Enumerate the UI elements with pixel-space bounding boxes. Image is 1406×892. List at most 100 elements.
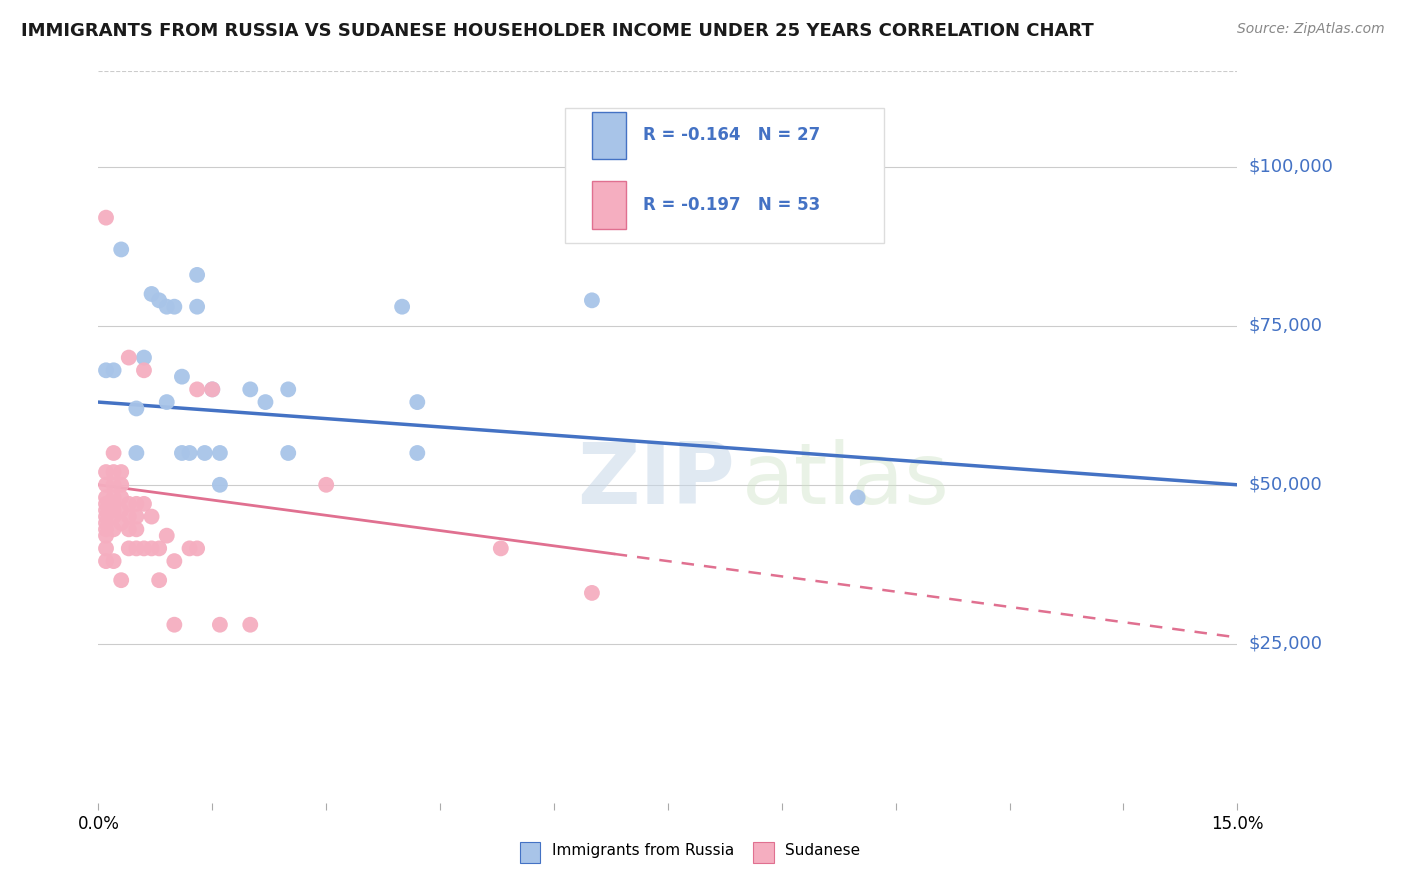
Point bbox=[110, 477, 132, 491]
Point bbox=[110, 465, 132, 479]
Text: atlas: atlas bbox=[742, 440, 950, 523]
Point bbox=[581, 586, 603, 600]
Point bbox=[239, 617, 262, 632]
Point bbox=[277, 383, 299, 397]
Point bbox=[132, 351, 155, 365]
Text: Immigrants from Russia: Immigrants from Russia bbox=[551, 843, 734, 858]
FancyBboxPatch shape bbox=[754, 842, 773, 863]
Point bbox=[163, 617, 186, 632]
Point bbox=[94, 554, 117, 568]
Point bbox=[406, 395, 429, 409]
Text: $50,000: $50,000 bbox=[1249, 475, 1322, 494]
Point bbox=[103, 554, 125, 568]
Point bbox=[103, 497, 125, 511]
Point bbox=[489, 541, 512, 556]
Point bbox=[103, 477, 125, 491]
Point bbox=[94, 529, 117, 543]
Point bbox=[179, 446, 201, 460]
Point bbox=[156, 529, 179, 543]
Text: R = -0.164   N = 27: R = -0.164 N = 27 bbox=[643, 127, 820, 145]
Text: Sudanese: Sudanese bbox=[785, 843, 860, 858]
Point bbox=[103, 491, 125, 505]
Point bbox=[110, 491, 132, 505]
Point bbox=[141, 287, 163, 301]
FancyBboxPatch shape bbox=[592, 181, 626, 228]
Point bbox=[163, 554, 186, 568]
Point bbox=[148, 573, 170, 587]
Point bbox=[201, 383, 224, 397]
Point bbox=[103, 522, 125, 536]
Point bbox=[125, 509, 148, 524]
Point bbox=[103, 446, 125, 460]
Point bbox=[94, 491, 117, 505]
Point bbox=[186, 300, 208, 314]
Point bbox=[170, 369, 193, 384]
Point bbox=[315, 477, 337, 491]
Text: $25,000: $25,000 bbox=[1249, 635, 1323, 653]
Point bbox=[141, 509, 163, 524]
Point bbox=[156, 300, 179, 314]
Point bbox=[94, 516, 117, 530]
Point bbox=[118, 497, 141, 511]
Point bbox=[118, 522, 141, 536]
Point bbox=[132, 497, 155, 511]
Point bbox=[118, 509, 141, 524]
Point bbox=[581, 293, 603, 308]
Point bbox=[148, 541, 170, 556]
Point bbox=[254, 395, 277, 409]
Point bbox=[94, 363, 117, 377]
Point bbox=[103, 509, 125, 524]
Text: IMMIGRANTS FROM RUSSIA VS SUDANESE HOUSEHOLDER INCOME UNDER 25 YEARS CORRELATION: IMMIGRANTS FROM RUSSIA VS SUDANESE HOUSE… bbox=[21, 22, 1094, 40]
Point bbox=[110, 243, 132, 257]
Point bbox=[277, 446, 299, 460]
Point bbox=[94, 541, 117, 556]
Point bbox=[208, 617, 231, 632]
Point bbox=[118, 351, 141, 365]
Point bbox=[846, 491, 869, 505]
Point bbox=[125, 401, 148, 416]
Point bbox=[94, 477, 117, 491]
Point bbox=[110, 573, 132, 587]
Text: $75,000: $75,000 bbox=[1249, 317, 1323, 334]
Point bbox=[94, 503, 117, 517]
Point bbox=[103, 503, 125, 517]
FancyBboxPatch shape bbox=[592, 112, 626, 159]
Point bbox=[194, 446, 217, 460]
Point bbox=[163, 300, 186, 314]
FancyBboxPatch shape bbox=[520, 842, 540, 863]
Point bbox=[132, 363, 155, 377]
Point bbox=[148, 293, 170, 308]
Point bbox=[179, 541, 201, 556]
Point bbox=[103, 363, 125, 377]
Point bbox=[94, 465, 117, 479]
Point bbox=[110, 503, 132, 517]
Point bbox=[125, 522, 148, 536]
Point bbox=[94, 509, 117, 524]
Point bbox=[239, 383, 262, 397]
Point bbox=[208, 477, 231, 491]
Point bbox=[94, 497, 117, 511]
Point bbox=[132, 541, 155, 556]
Point bbox=[125, 541, 148, 556]
Text: Source: ZipAtlas.com: Source: ZipAtlas.com bbox=[1237, 22, 1385, 37]
Point bbox=[125, 446, 148, 460]
Point bbox=[118, 541, 141, 556]
Point bbox=[94, 211, 117, 225]
Point bbox=[156, 395, 179, 409]
Point bbox=[110, 516, 132, 530]
Point bbox=[94, 522, 117, 536]
Point bbox=[125, 497, 148, 511]
Point bbox=[141, 541, 163, 556]
Point bbox=[201, 383, 224, 397]
Point bbox=[406, 446, 429, 460]
Point bbox=[186, 383, 208, 397]
Point bbox=[208, 446, 231, 460]
Text: ZIP: ZIP bbox=[576, 440, 734, 523]
Point bbox=[391, 300, 413, 314]
Point bbox=[186, 541, 208, 556]
Point bbox=[170, 446, 193, 460]
Point bbox=[103, 465, 125, 479]
Text: R = -0.197   N = 53: R = -0.197 N = 53 bbox=[643, 196, 820, 214]
Point bbox=[186, 268, 208, 282]
FancyBboxPatch shape bbox=[565, 108, 884, 244]
